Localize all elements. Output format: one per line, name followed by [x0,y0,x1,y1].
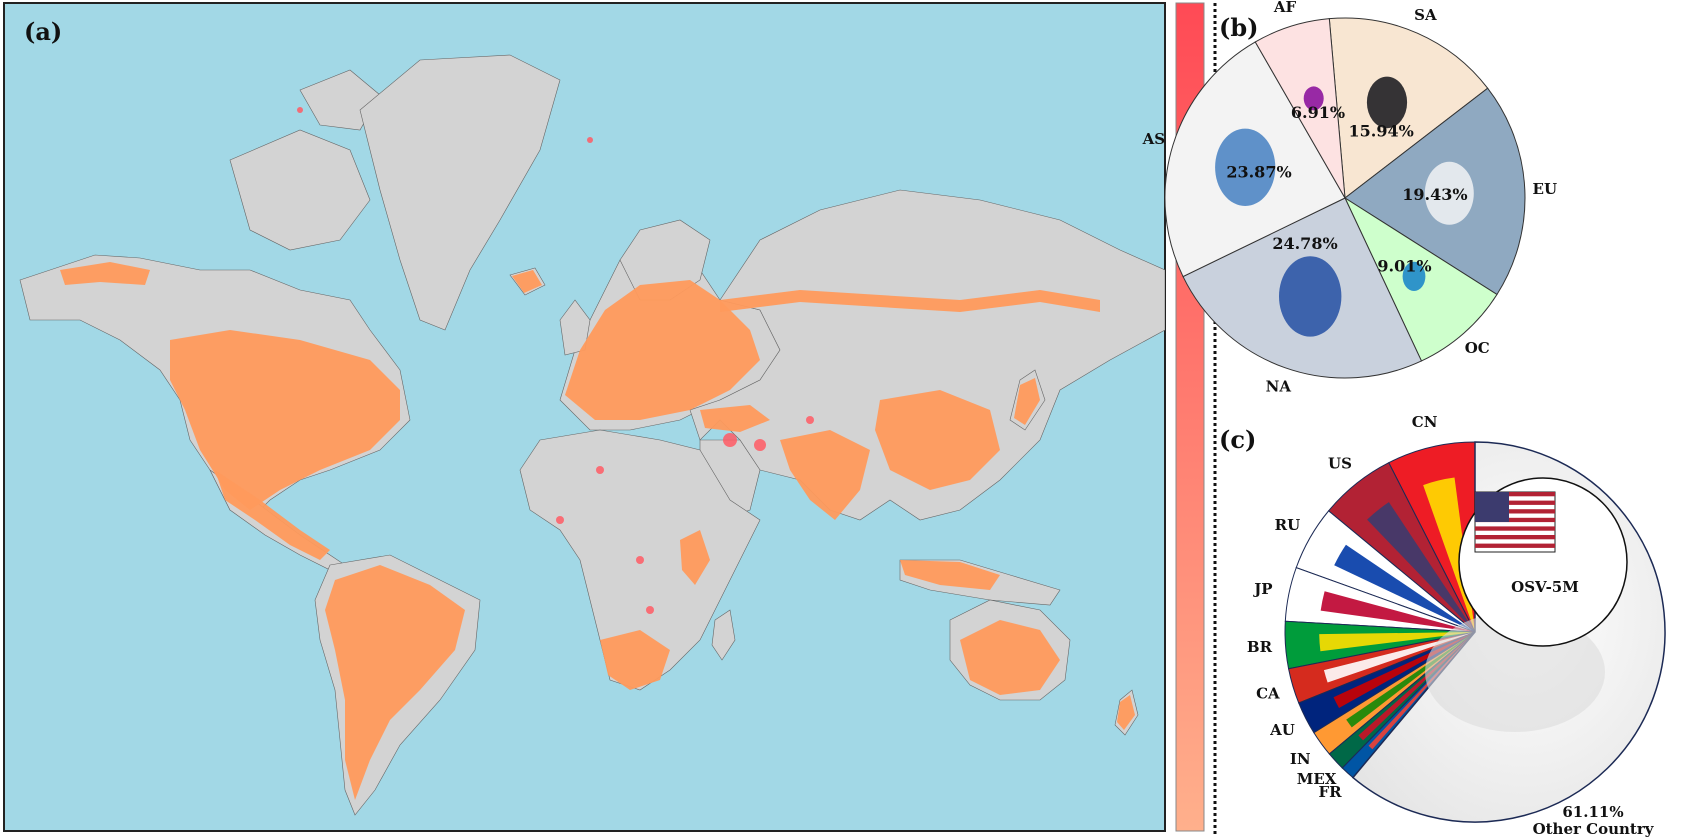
coverage-south-africa [600,630,670,690]
panel-a-map: (a) [3,2,1205,832]
category-label-cn: CN [1412,413,1438,431]
category-label-na: NA [1266,378,1292,396]
street-view-coverage [60,262,1135,800]
value-label-oc: 9.01% [1377,257,1431,276]
value-label-af: 6.91% [1291,103,1345,122]
australia-icon [1402,261,1426,291]
coverage-east-africa [680,530,710,585]
hotspot-north-africa [596,466,604,474]
coverage-india [780,430,870,520]
coverage-hotspots [297,107,814,614]
category-label-eu: EU [1533,180,1558,198]
british-isles-landmass [559,299,591,356]
value-label-sa: 15.94% [1349,122,1414,141]
hotspot-middle-east [723,433,737,447]
category-label-oc: OC [1465,339,1490,357]
category-label-as: AS [1142,130,1165,148]
jp-flag [1320,591,1475,632]
panel-b-label: (b) [1219,13,1259,42]
coverage-mexico [215,470,330,560]
value-label-as: 23.87% [1226,163,1291,182]
hotspot-iran [754,439,766,451]
category-label-other-country: Other Country [1533,820,1655,838]
value-label-eu: 19.43% [1402,185,1467,204]
category-label-sa: SA [1414,6,1437,24]
slice-af [1254,18,1346,199]
br-flag [1319,632,1475,652]
coverage-alaska [60,262,150,285]
panel-c-label: (c) [1219,425,1256,454]
value-label-other-country: 61.11% [1562,803,1623,821]
coverage-japan [1014,378,1040,425]
coverage-north-america [170,330,400,510]
greenland-landmass [359,54,561,331]
category-label-mex: MEX [1297,770,1337,788]
value-label-na: 24.78% [1272,234,1337,253]
category-label-au: AU [1269,721,1295,739]
coverage-russia-trunk [720,290,1100,312]
coverage-south-america [325,565,465,800]
coverage-southeast-asia [900,560,1000,590]
category-label-af: AF [1273,0,1297,16]
hotspot-central-asia [806,416,814,424]
hotspot-west-africa [556,516,564,524]
us-flag-icon [1474,491,1556,553]
category-label-in: IN [1290,750,1311,768]
category-label-jp: JP [1252,580,1272,598]
europe-icon [1424,161,1474,225]
hotspot-central-africa [636,556,644,564]
continent-pie: 15.94% SA 19.43% EU 9.01% OC 24.78% NA 23.87% AS 6… [1142,0,1558,396]
ru-flag [1334,544,1475,632]
cn-flag [1423,477,1475,632]
asia-icon [1215,128,1276,206]
category-label-br: BR [1247,638,1273,656]
hotspot-arctic [297,107,303,113]
coverage-turkey [700,405,770,432]
africa-icon [1303,86,1324,111]
coverage-europe [565,280,760,420]
madagascar-landmass [711,609,736,661]
arctic-islands [229,129,371,251]
category-label-us: US [1328,454,1352,472]
osv5m-inset-label: OSV-5M [1511,578,1579,596]
north-america-icon [1279,256,1342,337]
hotspot-southern-africa [646,606,654,614]
category-label-fr: FR [1319,783,1343,801]
panel-b-continent-pie: (b) 15.94% SA 19.43% EU 9.01% OC 24.78% NA 23.87… [1142,0,1558,396]
panel-a-label: (a) [24,17,62,46]
us-flag [1367,502,1475,632]
coverage-new-zealand [1117,695,1135,730]
coverage-australia [960,620,1060,695]
coverage-iceland [512,270,542,293]
coverage-east-asia [875,390,1000,490]
category-label-ru: RU [1275,516,1301,534]
slice-sa [1328,17,1489,199]
south-america-icon [1366,76,1408,129]
hotspot-svalbard [587,137,593,143]
category-label-ca: CA [1256,685,1280,703]
